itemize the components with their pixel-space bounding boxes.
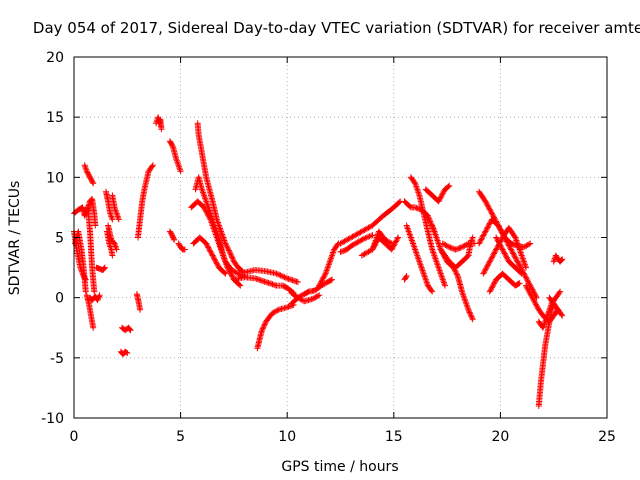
y-tick-label: 0 bbox=[55, 291, 64, 307]
y-tick-label: -10 bbox=[41, 411, 64, 427]
track-19 bbox=[175, 240, 188, 253]
scatter-marks bbox=[486, 270, 523, 295]
track-8 bbox=[103, 188, 116, 223]
track-28 bbox=[288, 289, 323, 305]
y-axis-label: SDTVAR / TECUs bbox=[7, 181, 23, 296]
track-30 bbox=[337, 232, 376, 255]
y-tick-label: 10 bbox=[46, 170, 64, 186]
scatter-marks bbox=[109, 192, 122, 223]
scatter-marks bbox=[117, 348, 131, 358]
scatter-marks bbox=[316, 240, 342, 289]
scatter-marks bbox=[175, 240, 188, 253]
track-26 bbox=[254, 301, 297, 352]
scatter-marks bbox=[422, 182, 453, 205]
scatter-marks bbox=[71, 196, 99, 229]
y-tick-label: 15 bbox=[46, 110, 64, 126]
track-45 bbox=[486, 270, 523, 295]
scatter-marks bbox=[194, 120, 246, 275]
track-46 bbox=[493, 234, 525, 277]
track-23 bbox=[190, 234, 229, 277]
scatter-marks bbox=[119, 324, 134, 334]
scatter-marks bbox=[153, 114, 165, 133]
track-17 bbox=[166, 138, 184, 175]
scatter-marks bbox=[93, 264, 108, 273]
scatter-marks bbox=[135, 162, 156, 241]
scatter-marks bbox=[465, 234, 476, 259]
track-3 bbox=[81, 162, 97, 187]
y-tick-label: -5 bbox=[50, 351, 64, 367]
scatter-marks bbox=[81, 162, 97, 187]
track-31 bbox=[337, 198, 404, 247]
y-tick-label: 5 bbox=[55, 231, 64, 247]
grid bbox=[74, 57, 607, 418]
scatter-marks bbox=[407, 174, 448, 289]
track-22 bbox=[188, 198, 248, 279]
track-29 bbox=[316, 240, 342, 289]
x-tick-label: 15 bbox=[385, 429, 403, 445]
track-0 bbox=[71, 196, 99, 229]
scatter-marks bbox=[84, 204, 98, 295]
track-36 bbox=[407, 174, 448, 289]
scatter-marks bbox=[493, 234, 525, 277]
scatter-marks bbox=[288, 289, 323, 305]
track-33 bbox=[369, 228, 395, 253]
scatter-marks bbox=[546, 294, 566, 319]
track-20 bbox=[194, 120, 246, 275]
scatter-marks bbox=[254, 301, 297, 352]
scatter-marks bbox=[87, 292, 103, 304]
scatter-marks bbox=[241, 267, 301, 285]
x-tick-label: 0 bbox=[70, 429, 79, 445]
track-38 bbox=[422, 182, 453, 205]
track-16 bbox=[153, 114, 165, 133]
scatter-marks bbox=[166, 138, 184, 175]
scatter-marks bbox=[190, 234, 229, 277]
track-41 bbox=[465, 234, 476, 259]
plot-frame bbox=[73, 56, 608, 419]
track-50 bbox=[546, 294, 566, 319]
track-7 bbox=[93, 264, 108, 273]
scatter-marks bbox=[103, 188, 116, 223]
track-39 bbox=[429, 222, 472, 271]
chart-title: Day 054 of 2017, Sidereal Day-to-day VTE… bbox=[33, 19, 640, 37]
track-4 bbox=[84, 204, 98, 295]
track-18 bbox=[166, 228, 178, 243]
x-tick-label: 10 bbox=[278, 429, 296, 445]
scatter-marks bbox=[188, 198, 248, 279]
track-51 bbox=[550, 252, 566, 265]
scatter-marks bbox=[72, 228, 89, 295]
scatter-marks bbox=[429, 222, 472, 271]
scatter-marks bbox=[550, 252, 566, 265]
scatter-marks bbox=[401, 273, 410, 283]
track-25 bbox=[241, 267, 301, 285]
track-14 bbox=[133, 291, 144, 313]
track-11 bbox=[105, 222, 120, 253]
scatter-marks bbox=[166, 228, 178, 243]
track-9 bbox=[109, 192, 122, 223]
scatter-marks bbox=[133, 291, 144, 313]
scatter-marks bbox=[230, 274, 297, 296]
track-12 bbox=[117, 348, 131, 358]
track-34 bbox=[401, 273, 410, 283]
x-axis-label: GPS time / hours bbox=[281, 459, 398, 475]
scatter-marks bbox=[105, 222, 120, 253]
scatter-series bbox=[71, 114, 566, 409]
track-6 bbox=[87, 292, 103, 304]
scatter-marks bbox=[403, 222, 436, 295]
scatter-marks bbox=[337, 232, 376, 255]
axis-ticks: 0 5 10 15 20 25 -10 -5 0 5 10 15 20 bbox=[41, 50, 616, 445]
scatter-marks bbox=[337, 198, 404, 247]
scatter-marks bbox=[369, 228, 395, 253]
x-tick-label: 5 bbox=[176, 429, 185, 445]
x-tick-label: 20 bbox=[491, 429, 509, 445]
track-15 bbox=[135, 162, 156, 241]
track-13 bbox=[119, 324, 134, 334]
y-tick-label: 20 bbox=[46, 50, 64, 66]
track-2 bbox=[72, 228, 89, 295]
x-tick-label: 25 bbox=[598, 429, 616, 445]
track-24 bbox=[230, 274, 297, 296]
track-37 bbox=[403, 222, 436, 295]
